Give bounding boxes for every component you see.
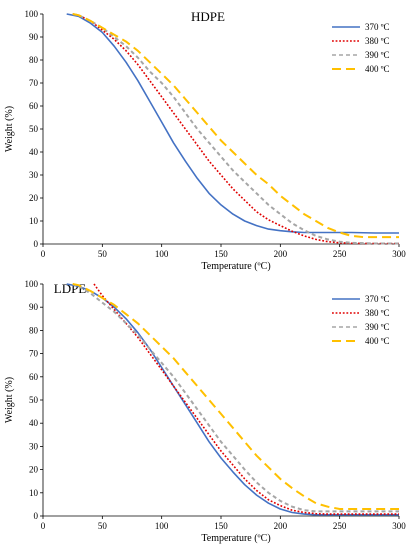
chart-0: 0 10 20 30 40 50 60 70 80 90 100 0 50 100 150 200 250 300… xyxy=(4,9,406,272)
series-line-0 xyxy=(66,283,399,516)
y-tick-label: 20 xyxy=(29,465,39,475)
x-tick-label: 100 xyxy=(155,249,169,259)
y-tick-label: 80 xyxy=(29,325,39,335)
series-line-3 xyxy=(72,283,399,510)
x-tick-label: 50 xyxy=(98,521,108,531)
legend-label-0: 370 ºC xyxy=(365,22,390,32)
legend-label-2: 390 ºC xyxy=(365,322,390,332)
y-tick-label: 20 xyxy=(29,193,39,203)
x-axis-label: Temperature (ºC) xyxy=(201,261,270,272)
legend-label-1: 380 ºC xyxy=(365,36,390,46)
x-tick-label: 200 xyxy=(274,521,288,531)
y-tick-label: 40 xyxy=(29,147,39,157)
x-tick-label: 150 xyxy=(214,249,228,259)
legend-label-2: 390 ºC xyxy=(365,50,390,60)
y-tick-label: 100 xyxy=(25,279,39,289)
y-tick-label: 60 xyxy=(29,372,39,382)
legend: 370 ºC 380 ºC 390 ºC 400 ºC xyxy=(332,22,390,74)
series-line-1 xyxy=(72,13,399,245)
x-tick-label: 100 xyxy=(155,521,169,531)
series-line-2 xyxy=(72,283,399,513)
chart-title: HDPE xyxy=(191,9,225,24)
y-tick-label: 90 xyxy=(29,32,39,42)
y-tick-label: 80 xyxy=(29,55,39,65)
y-tick-label: 70 xyxy=(29,78,39,88)
y-tick-label: 50 xyxy=(29,124,39,134)
x-tick-label: 300 xyxy=(392,521,406,531)
series-line-3 xyxy=(72,13,399,239)
y-tick-label: 100 xyxy=(25,9,39,19)
y-tick-label: 0 xyxy=(34,511,39,521)
legend-label-0: 370 ºC xyxy=(365,294,390,304)
y-tick-label: 30 xyxy=(29,170,39,180)
x-tick-label: 0 xyxy=(41,521,46,531)
x-tick-label: 0 xyxy=(41,249,46,259)
series-line-0 xyxy=(66,13,399,234)
x-tick-label: 200 xyxy=(274,249,288,259)
x-tick-label: 50 xyxy=(98,249,108,259)
x-axis-label: Temperature (ºC) xyxy=(201,533,270,544)
y-axis-label: Weight (%) xyxy=(4,106,15,152)
y-tick-label: 10 xyxy=(29,216,39,226)
x-tick-label: 150 xyxy=(214,521,228,531)
y-tick-label: 70 xyxy=(29,349,39,359)
y-tick-label: 90 xyxy=(29,302,39,312)
legend-label-3: 400 ºC xyxy=(365,336,390,346)
series-line-1 xyxy=(93,283,399,515)
y-tick-label: 60 xyxy=(29,101,39,111)
legend-label-1: 380 ºC xyxy=(365,308,390,318)
y-tick-label: 40 xyxy=(29,418,39,428)
y-tick-label: 50 xyxy=(29,395,39,405)
y-tick-label: 0 xyxy=(34,239,39,249)
legend: 370 ºC 380 ºC 390 ºC 400 ºC xyxy=(332,294,390,346)
x-tick-label: 250 xyxy=(333,521,347,531)
legend-label-3: 400 ºC xyxy=(365,64,390,74)
y-tick-label: 10 xyxy=(29,488,39,498)
y-axis-label: Weight (%) xyxy=(4,377,15,423)
x-tick-label: 300 xyxy=(392,249,406,259)
x-tick-label: 250 xyxy=(333,249,347,259)
chart-1: 0 10 20 30 40 50 60 70 80 90 100 0 50 100 150 200 250 300… xyxy=(4,279,406,544)
y-tick-label: 30 xyxy=(29,441,39,451)
series-line-2 xyxy=(72,13,399,245)
